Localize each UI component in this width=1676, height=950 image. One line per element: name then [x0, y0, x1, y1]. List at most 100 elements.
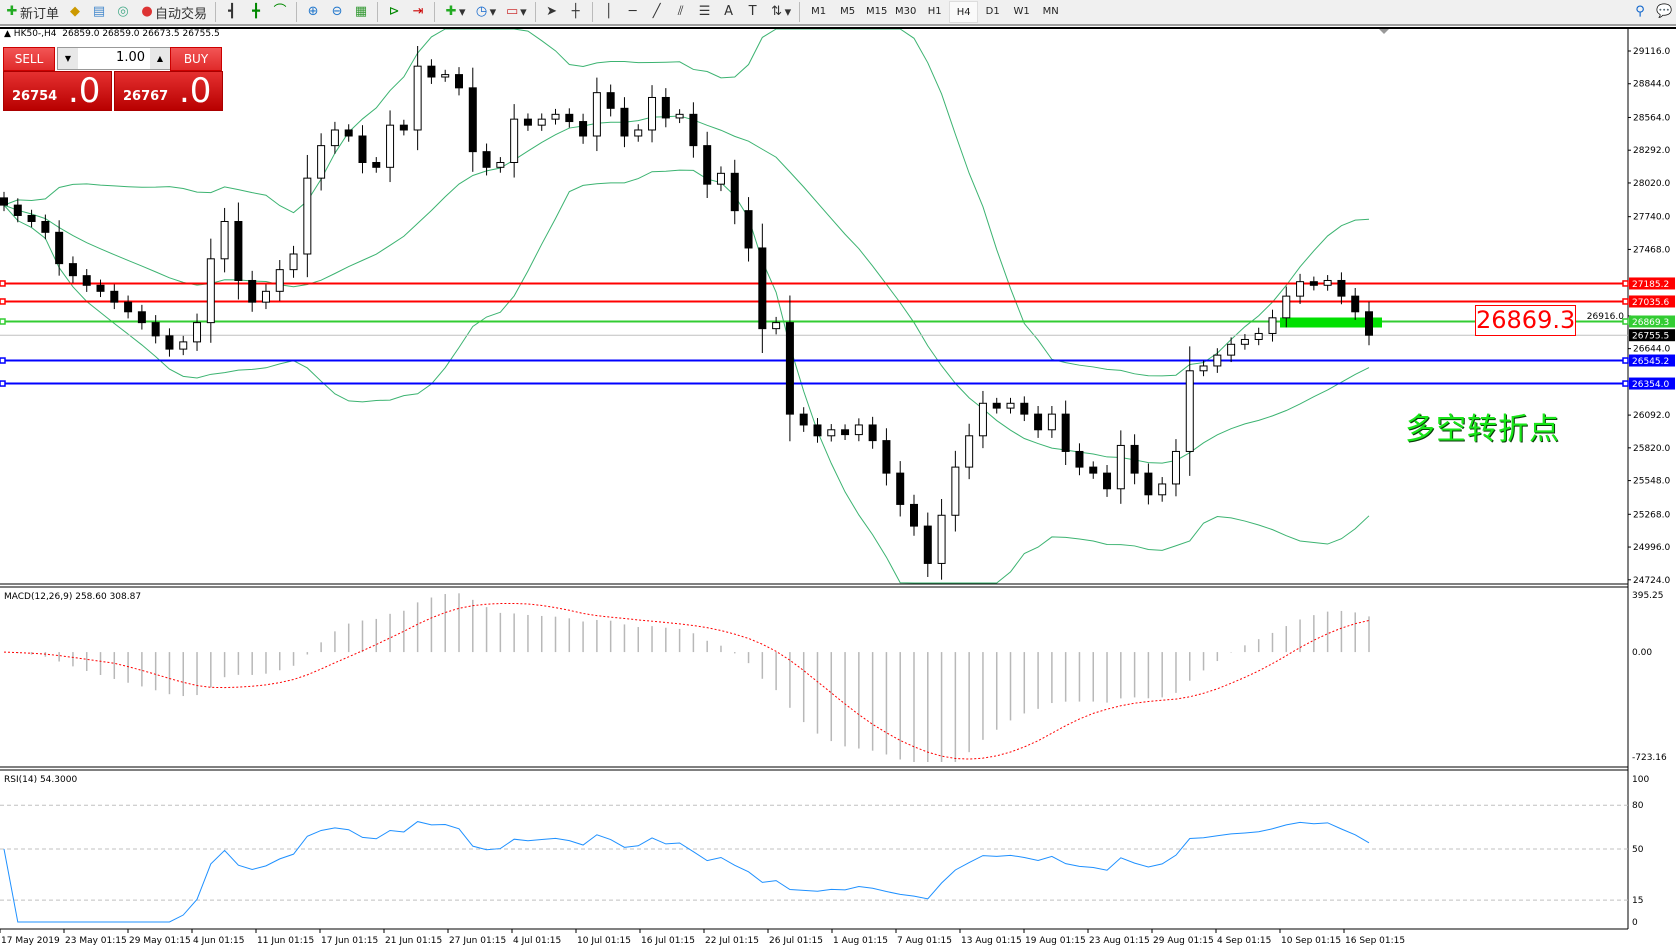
bollinger-upper-band [3, 29, 1370, 377]
cursor-button[interactable]: ➤ [540, 1, 564, 23]
level-handle[interactable] [0, 298, 6, 305]
templates-button[interactable]: ▭ ▾ [500, 1, 531, 23]
new-order-button[interactable]: ✚ 新订单 [0, 1, 63, 23]
timeframe-m1[interactable]: M1 [811, 6, 827, 17]
price-axis-label: 27468.0 [1633, 245, 1670, 255]
pivot-zone[interactable] [1280, 317, 1382, 328]
auto-trading-button[interactable]: ● 自动交易 [135, 1, 211, 23]
timeframe-mn[interactable]: MN [1042, 6, 1059, 17]
text-label-button[interactable]: T [741, 1, 765, 23]
candle [661, 96, 670, 119]
buy-price-button[interactable]: 26767 .0 [114, 71, 223, 111]
candle [634, 129, 643, 137]
candle [675, 113, 684, 119]
candle [303, 177, 312, 255]
lot-stepper[interactable]: ▼ 1.00 ▲ [57, 47, 171, 70]
bollinger-middle-band [3, 115, 1370, 464]
dropdown-arrow-icon: ▾ [459, 4, 466, 20]
pivot-price-label[interactable]: 26869.3 [1475, 305, 1576, 336]
tile-windows-button[interactable]: ▦ [349, 1, 373, 23]
fibonacci-button[interactable]: ☰ [693, 1, 717, 23]
sell-button[interactable]: SELL [3, 47, 55, 71]
level-handle[interactable] [1622, 357, 1629, 364]
candle [372, 161, 381, 168]
level-handle[interactable] [0, 357, 6, 364]
market-watch-button[interactable]: ◆ [63, 1, 87, 23]
line-chart-button[interactable]: ⌒ [268, 1, 292, 23]
timeframe-m15[interactable]: M15 [865, 6, 888, 17]
level-handle[interactable] [0, 380, 6, 387]
toolbar-divider [799, 2, 801, 22]
lot-decrease-button[interactable]: ▼ [58, 48, 78, 69]
clock-icon: ◷ [475, 4, 488, 19]
periods-button[interactable]: ◷ ▾ [470, 1, 501, 23]
price-axis-label: 28564.0 [1633, 113, 1670, 123]
macd-axis-label: -723.16 [1632, 753, 1667, 763]
horizontal-line-button[interactable]: ─ [621, 1, 645, 23]
time-axis-label: 10 Sep 01:15 [1281, 936, 1341, 946]
candle [1227, 343, 1236, 356]
candle [703, 145, 712, 185]
text-icon: A [724, 4, 734, 19]
fibonacci-icon: ☰ [698, 4, 711, 19]
timeframe-w1[interactable]: W1 [1013, 6, 1030, 17]
buy-price-fraction: .0 [179, 71, 212, 111]
line-chart-icon: ⌒ [273, 4, 287, 19]
autoscroll-button[interactable]: ⊳ [382, 1, 406, 23]
level-handle[interactable] [1622, 298, 1629, 305]
chart-shift-icon: ⇥ [412, 4, 424, 19]
arrows-button[interactable]: ⇅ ▾ [765, 1, 796, 23]
level-price-tag [1629, 354, 1675, 367]
timeframe-d1[interactable]: D1 [985, 6, 1000, 17]
trendline-button[interactable]: ╱ [645, 1, 669, 23]
collapse-triangle-icon[interactable]: ▲ [4, 29, 11, 39]
lot-input[interactable]: 1.00 [116, 50, 145, 65]
timeframe-m5[interactable]: M5 [840, 6, 856, 17]
chart-canvas[interactable]: 29116.0 28844.0 28564.0 28292.0 28020.0 27740… [0, 29, 1676, 950]
navigator-button[interactable]: ▤ [87, 1, 111, 23]
bar-chart-icon: ┫ [228, 4, 236, 19]
indicators-button[interactable]: ✚ ▾ [439, 1, 470, 23]
time-axis-label: 23 May 01:15 [65, 936, 127, 946]
search-button[interactable]: ⚲ [1628, 1, 1652, 23]
zoom-in-button[interactable]: ⊕ [301, 1, 325, 23]
rsi-label: RSI(14) 54.3000 [4, 775, 77, 785]
timeframe-h4[interactable]: H4 [949, 1, 979, 23]
timeframe-h1[interactable]: H1 [927, 6, 942, 17]
buy-button[interactable]: BUY [170, 47, 222, 71]
timeframe-m30[interactable]: M30 [894, 6, 917, 17]
lot-increase-button[interactable]: ▲ [150, 48, 170, 69]
candle [1075, 450, 1084, 468]
candle [68, 263, 77, 277]
time-axis-label: 4 Jun 01:15 [193, 936, 244, 946]
chat-button[interactable]: 💬 [1652, 1, 1676, 23]
channel-button[interactable]: ⫽ [669, 1, 693, 23]
candle [951, 466, 960, 516]
level-handle[interactable] [1622, 280, 1629, 287]
signals-button[interactable]: ◎ [111, 1, 135, 23]
bar-chart-button[interactable]: ┫ [220, 1, 244, 23]
text-button[interactable]: A [717, 1, 741, 23]
level-handle[interactable] [0, 318, 6, 325]
candle [96, 284, 105, 292]
candle [441, 74, 450, 78]
chart-shift-button[interactable]: ⇥ [406, 1, 430, 23]
chart-window[interactable]: 29116.0 28844.0 28564.0 28292.0 28020.0 27740… [0, 27, 1676, 948]
time-axis-label: 16 Jul 01:15 [641, 936, 695, 946]
crosshair-button[interactable]: ┼ [564, 1, 588, 23]
candle [1365, 311, 1373, 336]
candle [896, 472, 905, 505]
level-price-tag [1629, 295, 1675, 308]
chart-shift-marker[interactable] [1379, 29, 1389, 34]
sell-price-button[interactable]: 26754 .0 [3, 71, 112, 111]
macd-label: MACD(12,26,9) 258.60 308.87 [4, 592, 141, 602]
pivot-text-label[interactable]: 多空转折点 [1405, 412, 1560, 447]
price-axis-label: 26916.0 [1587, 312, 1624, 322]
level-handle[interactable] [1622, 318, 1629, 325]
level-handle[interactable] [0, 280, 6, 287]
zoom-out-button[interactable]: ⊖ [325, 1, 349, 23]
vertical-line-button[interactable]: │ [597, 1, 621, 23]
level-handle[interactable] [1622, 380, 1629, 387]
candle [799, 413, 808, 426]
candlestick-button[interactable]: ╋ [244, 1, 268, 23]
